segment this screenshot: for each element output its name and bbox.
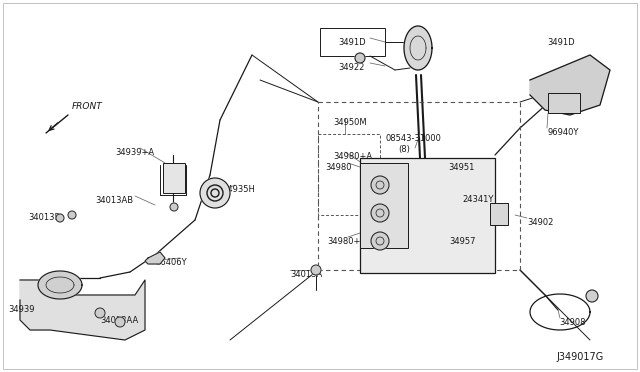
Text: 34980+A: 34980+A <box>333 152 372 161</box>
Polygon shape <box>38 271 82 299</box>
Bar <box>163 163 185 193</box>
Text: 34922: 34922 <box>338 63 364 72</box>
Bar <box>548 93 580 113</box>
Bar <box>318 134 380 215</box>
Circle shape <box>56 214 64 222</box>
Circle shape <box>115 317 125 327</box>
Text: 34939+A: 34939+A <box>115 148 154 157</box>
Circle shape <box>371 204 389 222</box>
Text: 34951: 34951 <box>448 163 474 172</box>
Text: 34013B: 34013B <box>28 213 60 222</box>
Circle shape <box>371 176 389 194</box>
Text: 34902: 34902 <box>527 218 554 227</box>
Text: 34980+B: 34980+B <box>327 237 366 246</box>
Text: (8): (8) <box>398 145 410 154</box>
Bar <box>318 102 520 270</box>
Text: 96940Y: 96940Y <box>547 128 579 137</box>
Text: 34980: 34980 <box>325 163 351 172</box>
Text: 08543-31000: 08543-31000 <box>386 134 442 143</box>
Circle shape <box>68 211 76 219</box>
Bar <box>490 203 508 225</box>
Polygon shape <box>20 280 145 340</box>
Text: 34939: 34939 <box>8 305 35 314</box>
Polygon shape <box>145 252 165 264</box>
Bar <box>320 28 385 56</box>
Text: 34950M: 34950M <box>333 118 367 127</box>
Circle shape <box>170 203 178 211</box>
Text: FRONT: FRONT <box>72 102 103 111</box>
Polygon shape <box>530 55 610 115</box>
Text: 34908: 34908 <box>559 318 586 327</box>
Polygon shape <box>404 26 432 70</box>
Circle shape <box>311 265 321 275</box>
Text: 34957: 34957 <box>449 237 476 246</box>
Circle shape <box>95 308 105 318</box>
Bar <box>360 158 495 273</box>
Circle shape <box>371 232 389 250</box>
Text: 34013AB: 34013AB <box>95 196 133 205</box>
Text: 34013A: 34013A <box>290 270 323 279</box>
Text: J349017G: J349017G <box>556 352 604 362</box>
Text: 3491D: 3491D <box>547 38 575 47</box>
Text: 34013AA: 34013AA <box>100 316 138 325</box>
Circle shape <box>200 178 230 208</box>
Circle shape <box>355 53 365 63</box>
Bar <box>360 163 408 248</box>
Text: 3491D: 3491D <box>338 38 365 47</box>
Text: 24341Y: 24341Y <box>462 195 493 204</box>
Circle shape <box>586 290 598 302</box>
Text: 36406Y: 36406Y <box>155 258 187 267</box>
Text: 34935H: 34935H <box>222 185 255 194</box>
